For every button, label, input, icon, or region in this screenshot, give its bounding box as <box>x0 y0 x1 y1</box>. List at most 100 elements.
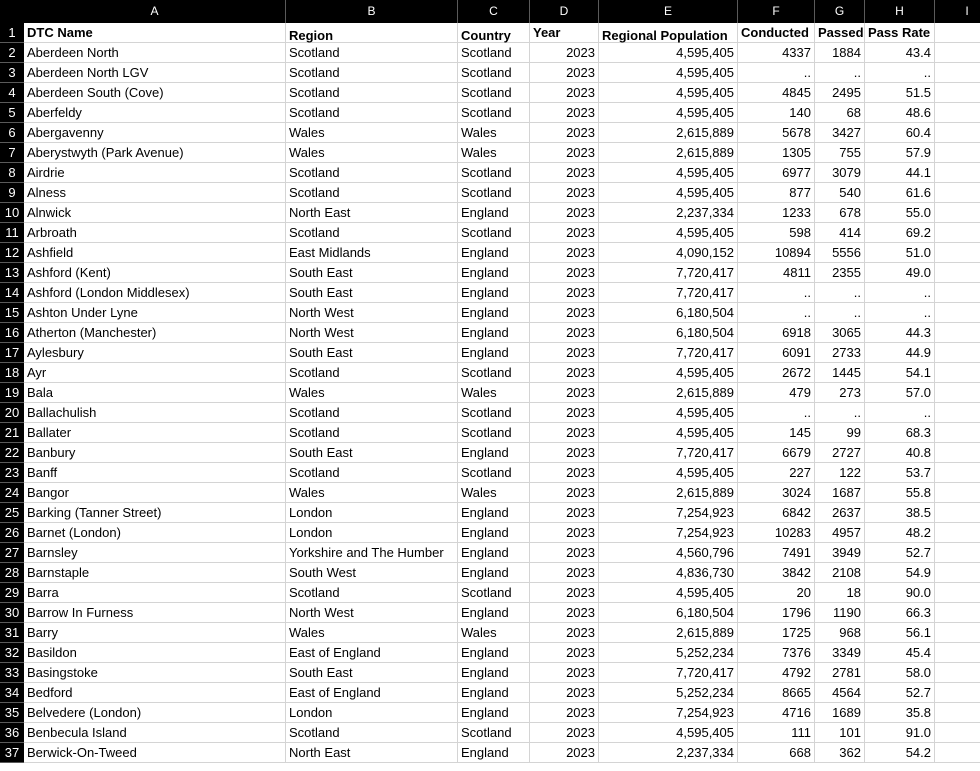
cell-i36[interactable] <box>935 723 980 743</box>
cell-f2[interactable]: 4337 <box>738 43 815 63</box>
cell-b28[interactable]: South West <box>286 563 458 583</box>
cell-g29[interactable]: 18 <box>815 583 865 603</box>
cell-c33[interactable]: England <box>458 663 530 683</box>
cell-d7[interactable]: 2023 <box>530 143 599 163</box>
cell-e4[interactable]: 4,595,405 <box>599 83 738 103</box>
cell-f29[interactable]: 20 <box>738 583 815 603</box>
cell-f3[interactable]: .. <box>738 63 815 83</box>
cell-g19[interactable]: 273 <box>815 383 865 403</box>
cell-f7[interactable]: 1305 <box>738 143 815 163</box>
cell-c31[interactable]: Wales <box>458 623 530 643</box>
cell-h5[interactable]: 48.6 <box>865 103 935 123</box>
row-header-6[interactable]: 6 <box>0 123 24 143</box>
cell-h29[interactable]: 90.0 <box>865 583 935 603</box>
cell-e8[interactable]: 4,595,405 <box>599 163 738 183</box>
cell-e33[interactable]: 7,720,417 <box>599 663 738 683</box>
row-header-4[interactable]: 4 <box>0 83 24 103</box>
row-header-9[interactable]: 9 <box>0 183 24 203</box>
row-header-24[interactable]: 24 <box>0 483 24 503</box>
cell-b13[interactable]: South East <box>286 263 458 283</box>
cell-c35[interactable]: England <box>458 703 530 723</box>
row-header-32[interactable]: 32 <box>0 643 24 663</box>
row-header-26[interactable]: 26 <box>0 523 24 543</box>
cell-a24[interactable]: Bangor <box>24 483 286 503</box>
row-header-11[interactable]: 11 <box>0 223 24 243</box>
cell-g22[interactable]: 2727 <box>815 443 865 463</box>
cell-e25[interactable]: 7,254,923 <box>599 503 738 523</box>
cell-b22[interactable]: South East <box>286 443 458 463</box>
cell-b17[interactable]: South East <box>286 343 458 363</box>
cell-a6[interactable]: Abergavenny <box>24 123 286 143</box>
cell-g34[interactable]: 4564 <box>815 683 865 703</box>
row-header-36[interactable]: 36 <box>0 723 24 743</box>
cell-b8[interactable]: Scotland <box>286 163 458 183</box>
cell-h4[interactable]: 51.5 <box>865 83 935 103</box>
cell-e14[interactable]: 7,720,417 <box>599 283 738 303</box>
cell-g10[interactable]: 678 <box>815 203 865 223</box>
cell-b10[interactable]: North East <box>286 203 458 223</box>
cell-b37[interactable]: North East <box>286 743 458 763</box>
cell-d13[interactable]: 2023 <box>530 263 599 283</box>
cell-b18[interactable]: Scotland <box>286 363 458 383</box>
row-header-16[interactable]: 16 <box>0 323 24 343</box>
cell-g7[interactable]: 755 <box>815 143 865 163</box>
cell-d26[interactable]: 2023 <box>530 523 599 543</box>
cell-c10[interactable]: England <box>458 203 530 223</box>
row-header-12[interactable]: 12 <box>0 243 24 263</box>
cell-f17[interactable]: 6091 <box>738 343 815 363</box>
cell-d5[interactable]: 2023 <box>530 103 599 123</box>
cell-c34[interactable]: England <box>458 683 530 703</box>
cell-e27[interactable]: 4,560,796 <box>599 543 738 563</box>
cell-d12[interactable]: 2023 <box>530 243 599 263</box>
cell-b24[interactable]: Wales <box>286 483 458 503</box>
cell-d6[interactable]: 2023 <box>530 123 599 143</box>
cell-g5[interactable]: 68 <box>815 103 865 123</box>
cell-e3[interactable]: 4,595,405 <box>599 63 738 83</box>
cell-d27[interactable]: 2023 <box>530 543 599 563</box>
cell-d18[interactable]: 2023 <box>530 363 599 383</box>
cell-i4[interactable] <box>935 83 980 103</box>
cell-i10[interactable] <box>935 203 980 223</box>
cell-f37[interactable]: 668 <box>738 743 815 763</box>
cell-d8[interactable]: 2023 <box>530 163 599 183</box>
cell-b23[interactable]: Scotland <box>286 463 458 483</box>
column-header-a[interactable]: A <box>24 0 286 23</box>
cell-i27[interactable] <box>935 543 980 563</box>
header-cell-i[interactable] <box>935 23 980 43</box>
cell-c11[interactable]: Scotland <box>458 223 530 243</box>
cell-b35[interactable]: London <box>286 703 458 723</box>
cell-c26[interactable]: England <box>458 523 530 543</box>
cell-g33[interactable]: 2781 <box>815 663 865 683</box>
cell-h2[interactable]: 43.4 <box>865 43 935 63</box>
cell-g14[interactable]: .. <box>815 283 865 303</box>
cell-g3[interactable]: .. <box>815 63 865 83</box>
cell-a13[interactable]: Ashford (Kent) <box>24 263 286 283</box>
cell-e16[interactable]: 6,180,504 <box>599 323 738 343</box>
cell-c5[interactable]: Scotland <box>458 103 530 123</box>
row-header-23[interactable]: 23 <box>0 463 24 483</box>
cell-c32[interactable]: England <box>458 643 530 663</box>
cell-i14[interactable] <box>935 283 980 303</box>
cell-a11[interactable]: Arbroath <box>24 223 286 243</box>
cell-c2[interactable]: Scotland <box>458 43 530 63</box>
row-header-5[interactable]: 5 <box>0 103 24 123</box>
cell-a7[interactable]: Aberystwyth (Park Avenue) <box>24 143 286 163</box>
cell-c24[interactable]: Wales <box>458 483 530 503</box>
cell-c28[interactable]: England <box>458 563 530 583</box>
header-cell-d[interactable]: Year <box>530 23 599 43</box>
cell-g25[interactable]: 2637 <box>815 503 865 523</box>
cell-a21[interactable]: Ballater <box>24 423 286 443</box>
row-header-30[interactable]: 30 <box>0 603 24 623</box>
cell-f25[interactable]: 6842 <box>738 503 815 523</box>
cell-f21[interactable]: 145 <box>738 423 815 443</box>
cell-g4[interactable]: 2495 <box>815 83 865 103</box>
cell-a31[interactable]: Barry <box>24 623 286 643</box>
cell-f26[interactable]: 10283 <box>738 523 815 543</box>
cell-c16[interactable]: England <box>458 323 530 343</box>
cell-h7[interactable]: 57.9 <box>865 143 935 163</box>
cell-e11[interactable]: 4,595,405 <box>599 223 738 243</box>
cell-i37[interactable] <box>935 743 980 763</box>
cell-i11[interactable] <box>935 223 980 243</box>
cell-h13[interactable]: 49.0 <box>865 263 935 283</box>
row-header-27[interactable]: 27 <box>0 543 24 563</box>
